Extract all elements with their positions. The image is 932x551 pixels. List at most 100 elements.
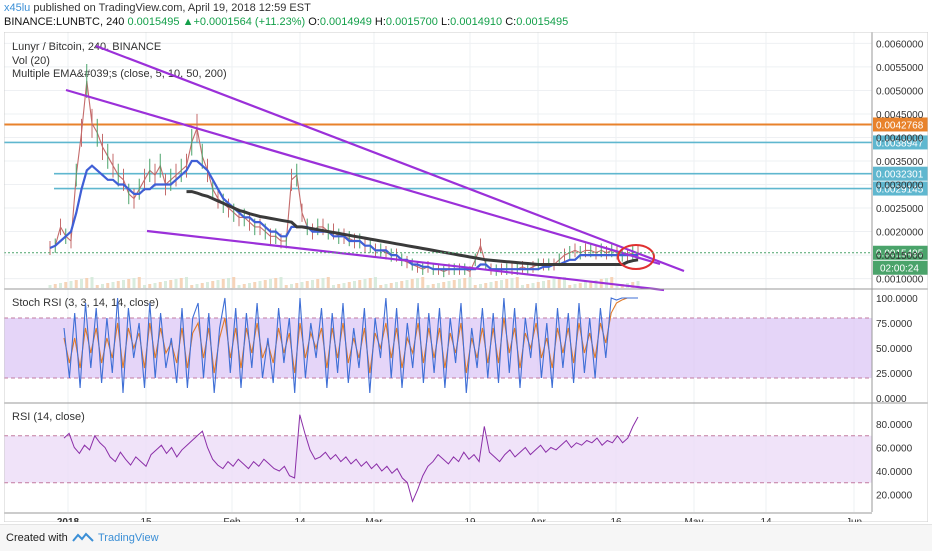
volume-bar	[153, 283, 157, 288]
x-tick-label: Mar	[365, 517, 383, 522]
tradingview-brand-link[interactable]: TradingView	[98, 532, 159, 544]
volume-bar	[326, 277, 330, 288]
stoch-k-line	[63, 297, 638, 394]
volume-bar	[185, 277, 188, 288]
close-value: 0.0015495	[516, 16, 569, 28]
volume-bar	[584, 282, 587, 288]
price-change: +0.0001564 (+11.23%)	[193, 16, 306, 28]
volume-bar	[274, 278, 278, 288]
grid-lines	[4, 32, 872, 512]
volume-bar	[122, 280, 125, 288]
volume-bar	[442, 282, 446, 288]
stoch-tick-label: 100.0000	[876, 294, 918, 305]
volume-bar	[505, 279, 509, 288]
volume-bar	[363, 279, 367, 288]
volume-bar	[337, 284, 341, 288]
volume-bar	[568, 285, 572, 288]
chart-canvas[interactable]: Lunyr / Bitcoin, 240, BINANCE Vol (20) M…	[3, 31, 929, 528]
y-tick-label: 0.0045000	[876, 110, 924, 121]
volume-bar	[400, 281, 404, 288]
volume-bar	[53, 284, 57, 288]
volume-bar	[458, 279, 461, 288]
x-tick-label: 14	[760, 517, 772, 522]
volume-bar	[211, 281, 215, 288]
y-tick-label: 0.0020000	[876, 228, 924, 239]
y-tick-label: 0.0060000	[876, 39, 924, 50]
rsi-tick-label: 60.0000	[876, 444, 913, 455]
level-label-bg	[873, 135, 928, 150]
volume-bar	[631, 282, 635, 288]
y-tick-label: 0.0025000	[876, 204, 924, 215]
last-price-label: 0.0015495	[876, 249, 924, 260]
volume-bar	[410, 279, 414, 288]
x-tick-label: 2018	[57, 517, 80, 522]
upper-trendline	[95, 44, 685, 273]
volume-bar	[132, 278, 136, 288]
volume-bar	[290, 284, 293, 288]
chart-frame[interactable]: Lunyr / Bitcoin, 240, BINANCE Vol (20) M…	[3, 31, 929, 528]
volume-bar	[536, 282, 540, 288]
volume-bar	[227, 278, 230, 288]
volume-bar	[95, 285, 99, 288]
volume-bar	[468, 277, 472, 288]
volume-bar	[332, 285, 335, 288]
volume-bar	[258, 281, 262, 288]
volume-bar	[526, 284, 530, 288]
volume-bar	[479, 284, 482, 288]
quote-line: BINANCE:LUNBTC, 240 0.0015495 ▲+0.000156…	[4, 16, 568, 28]
volume-bar	[190, 285, 194, 288]
low-label: L:	[440, 16, 451, 28]
symbol-label: BINANCE:LUNBTC, 240	[4, 16, 125, 28]
volume-bar	[578, 283, 582, 288]
created-with-label: Created with	[6, 532, 68, 544]
legend-volume: Vol (20)	[12, 55, 50, 67]
volume-bar	[342, 283, 346, 288]
volume-bar	[242, 284, 246, 288]
volume-bar	[515, 277, 519, 288]
volume-bar	[573, 284, 577, 288]
stoch-tick-label: 50.0000	[876, 344, 913, 355]
volume-bar	[300, 282, 304, 288]
volume-bar	[311, 280, 314, 288]
volume-bar	[179, 278, 183, 288]
volume-bar	[473, 285, 477, 288]
volume-bar	[74, 280, 78, 288]
footer-bar: Created with TradingView	[0, 524, 932, 551]
y-tick-label: 0.0055000	[876, 63, 924, 74]
y-tick-label: 0.0030000	[876, 181, 924, 192]
volume-bar	[85, 278, 89, 288]
volume-bar	[610, 277, 614, 288]
volume-bar	[237, 285, 241, 288]
low-value: 0.0014910	[450, 16, 503, 28]
countdown-label: 02:00:24	[880, 264, 919, 275]
volume-bar	[368, 278, 372, 288]
volume-bar	[557, 278, 561, 288]
close-label: C:	[505, 16, 517, 28]
volume-bar	[305, 281, 309, 288]
y-tick-label: 0.0015000	[876, 251, 924, 262]
volume-bar	[594, 280, 598, 288]
volume-bar	[531, 283, 535, 288]
y-tick-label: 0.0040000	[876, 133, 924, 144]
volume-bar	[563, 277, 566, 288]
volume-bar	[437, 283, 440, 288]
volume-bar	[111, 282, 115, 288]
volume-bar	[101, 284, 104, 288]
level-label: 0.0029145	[876, 185, 924, 196]
rsi-line	[63, 414, 639, 503]
volume-bar	[547, 280, 551, 288]
level-label-bg	[873, 166, 928, 181]
level-label-bg	[873, 181, 928, 196]
x-tick-label: 15	[140, 517, 152, 522]
level-label: 0.0042768	[876, 120, 924, 131]
lower-trendline	[146, 229, 665, 292]
volume-bar	[148, 284, 152, 288]
x-tick-label: Jun	[846, 517, 862, 522]
volume-bar	[395, 282, 398, 288]
volume-bar	[137, 277, 141, 288]
volume-bar	[206, 282, 209, 288]
volume-bar	[284, 285, 288, 288]
author-link[interactable]: x45lu	[4, 2, 31, 14]
last-price-bg	[873, 245, 928, 260]
volume-bar	[636, 281, 640, 288]
